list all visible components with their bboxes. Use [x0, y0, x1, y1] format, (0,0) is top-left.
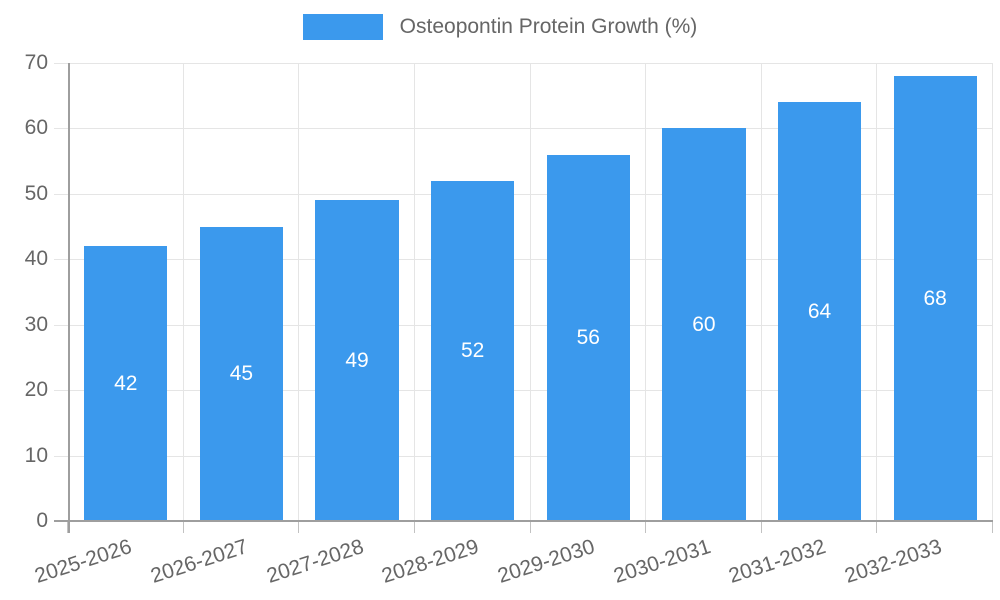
bar-value-label: 56: [576, 325, 600, 349]
x-axis-tick-label: 2030-2031: [610, 535, 714, 588]
y-axis-tick-label: 30: [24, 312, 48, 336]
bar-value-label: 45: [229, 361, 254, 385]
bar-2025-2026: 42: [84, 246, 168, 521]
y-axis-line: [68, 63, 70, 533]
bar-value-label: 68: [923, 286, 947, 310]
bar-2030-2031: 60: [662, 128, 746, 521]
gridline-vertical: [992, 63, 993, 521]
bar-value-label: 42: [114, 371, 138, 395]
x-axis-tick-mark: [413, 521, 415, 533]
x-axis-tick-label: 2026-2027: [147, 535, 251, 588]
x-axis-tick-mark: [298, 521, 300, 533]
legend-item[interactable]: Osteopontin Protein Growth (%): [302, 14, 698, 40]
x-axis-tick-mark: [992, 521, 993, 533]
gridline-vertical: [298, 63, 300, 521]
gridline-horizontal: [54, 455, 993, 457]
legend-label: Osteopontin Protein Growth (%): [399, 15, 698, 38]
gridline-horizontal: [54, 63, 993, 64]
gridline-horizontal: [54, 390, 993, 392]
x-axis-tick-mark: [182, 521, 184, 533]
bar-value-label: 64: [807, 299, 832, 323]
gridline-vertical: [529, 63, 531, 521]
y-axis-tick-label: 40: [24, 247, 48, 271]
bar-2032-2033: 68: [893, 76, 977, 521]
gridline-vertical: [760, 63, 762, 521]
x-axis-tick-label: 2028-2029: [379, 535, 482, 588]
y-axis-tick-label: 20: [24, 378, 48, 402]
bar-2028-2029: 52: [431, 180, 515, 521]
gridline-vertical: [645, 63, 647, 521]
x-axis-tick-mark: [760, 521, 762, 533]
y-axis-tick-label: 70: [24, 51, 48, 74]
gridline-horizontal: [54, 128, 993, 130]
x-axis-tick-mark: [876, 521, 878, 533]
y-axis-tick-label: 10: [24, 443, 48, 467]
x-axis-line: [54, 520, 993, 522]
x-axis-tick-mark: [67, 521, 68, 533]
x-axis-tick-label: 2027-2028: [263, 535, 367, 588]
bar-2029-2030: 56: [546, 154, 630, 521]
x-axis-tick-label: 2032-2033: [841, 535, 945, 588]
bar-2026-2027: 45: [199, 226, 284, 521]
x-axis-tick-label: 2029-2030: [494, 535, 598, 588]
y-axis-tick-label: 50: [24, 181, 48, 205]
legend-swatch: [302, 14, 383, 40]
x-axis-tick-label: 2031-2032: [726, 535, 829, 588]
y-axis-tick-label: 0: [36, 509, 48, 532]
bar-value-label: 52: [461, 338, 485, 362]
x-axis-tick-mark: [645, 521, 647, 533]
gridline-vertical: [876, 63, 878, 521]
x-axis-tick-label: 2025-2026: [32, 535, 135, 588]
y-axis-tick-label: 60: [24, 116, 48, 140]
x-axis-tick-mark: [529, 521, 531, 533]
gridline-horizontal: [54, 259, 993, 261]
legend: Osteopontin Protein Growth (%): [0, 14, 1000, 40]
gridline-vertical: [182, 63, 184, 521]
gridline-vertical: [413, 63, 415, 521]
bar-value-label: 49: [345, 348, 369, 372]
gridline-horizontal: [54, 324, 993, 326]
bar-value-label: 60: [692, 312, 716, 336]
bar-2027-2028: 49: [315, 200, 399, 521]
bar-2031-2032: 64: [777, 102, 862, 521]
plot-area: 0 10 20 30 40 50 60 70 42 45 49 52 56 60 64 68 2025-2026…: [25, 51, 993, 588]
gridline-horizontal: [54, 193, 993, 195]
